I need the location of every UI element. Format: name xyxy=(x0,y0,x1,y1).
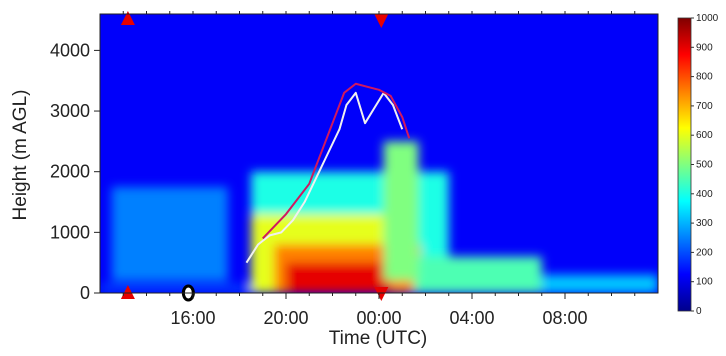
colorbar-tick-label: 400 xyxy=(696,189,713,200)
y-tick-label: 3000 xyxy=(50,101,90,121)
x-tick-label: 20:00 xyxy=(263,308,308,328)
colorbar-tick-label: 900 xyxy=(696,42,713,53)
triangle-up-bottom xyxy=(120,285,135,299)
series-white-line xyxy=(245,91,404,264)
x-axis-label: Time (UTC) xyxy=(329,328,428,349)
x-tick-label: 00:00 xyxy=(356,308,401,328)
axes: 16:00 20:00 00:00 04:00 08:00 0 1000 2000 3000 40… xyxy=(50,11,659,328)
x-tick-label: 16:00 xyxy=(170,308,215,328)
heatmap-region xyxy=(111,186,228,281)
y-tick-label: 2000 xyxy=(50,162,90,182)
colorbar-tick-label: 500 xyxy=(696,160,713,171)
heatmap-region xyxy=(413,256,542,293)
y-tick-label: 0 xyxy=(80,283,90,303)
colorbar-tick-label: 0 xyxy=(696,306,702,317)
colorbar-tick-label: 700 xyxy=(696,101,713,112)
colorbar-gradient xyxy=(677,17,692,312)
colorbar: 0 100 200 300 400 500 600 700 800 900 1000 xyxy=(677,13,719,317)
heatmap-region xyxy=(286,262,391,293)
triangle-up-top xyxy=(120,11,135,25)
heatmap-region xyxy=(541,274,658,293)
colorbar-tick-label: 200 xyxy=(696,247,713,258)
colorbar-tick-label: 800 xyxy=(696,72,713,83)
series-layer xyxy=(245,82,411,264)
colorbar-tick-label: 1000 xyxy=(696,13,719,24)
triangle-down-top xyxy=(374,14,389,28)
colorbar-tick-label: 100 xyxy=(696,277,713,288)
x-tick-label: 08:00 xyxy=(542,308,587,328)
heatmap-region xyxy=(383,141,419,281)
x-tick-label: 04:00 xyxy=(449,308,494,328)
colorbar-tick-label: 300 xyxy=(696,218,713,229)
series-red-line xyxy=(262,82,411,240)
y-tick-label: 4000 xyxy=(50,40,90,60)
heatmap-field xyxy=(100,14,658,293)
y-axis-label: Height (m AGL) xyxy=(10,90,31,221)
colorbar-tick-label: 600 xyxy=(696,130,713,141)
y-tick-label: 1000 xyxy=(50,222,90,242)
triangle-down-bottom xyxy=(374,287,389,301)
